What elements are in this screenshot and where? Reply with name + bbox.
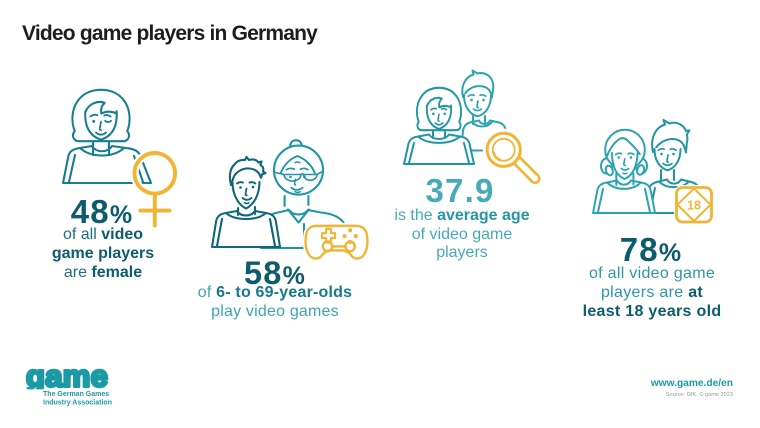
- svg-text:game: game: [26, 359, 108, 394]
- svg-text:Industry Association: Industry Association: [43, 399, 112, 406]
- svg-text:The German Games: The German Games: [43, 391, 109, 398]
- svg-text:18: 18: [687, 199, 701, 213]
